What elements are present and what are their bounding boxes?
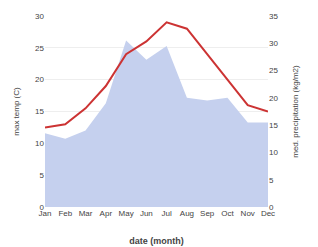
svg-text:5: 5 — [269, 176, 274, 185]
svg-text:Nov: Nov — [241, 209, 255, 218]
svg-text:Dec: Dec — [261, 209, 275, 218]
svg-text:15: 15 — [35, 107, 44, 116]
svg-text:0: 0 — [40, 203, 45, 212]
svg-text:0: 0 — [269, 203, 274, 212]
svg-text:max temp (C): max temp (C) — [12, 87, 21, 136]
svg-text:May: May — [119, 209, 134, 218]
svg-text:Jun: Jun — [140, 209, 153, 218]
svg-text:Feb: Feb — [58, 209, 72, 218]
svg-text:Oct: Oct — [221, 209, 234, 218]
svg-text:5: 5 — [40, 171, 45, 180]
svg-text:med. precipitation (kg/m2): med. precipitation (kg/m2) — [291, 65, 300, 158]
svg-text:10: 10 — [269, 148, 278, 157]
svg-text:35: 35 — [269, 12, 278, 21]
svg-text:Jan: Jan — [39, 209, 52, 218]
svg-text:15: 15 — [269, 121, 278, 130]
svg-text:20: 20 — [269, 94, 278, 103]
svg-text:30: 30 — [35, 12, 44, 21]
svg-text:25: 25 — [269, 66, 278, 75]
svg-text:Aug: Aug — [180, 209, 194, 218]
svg-text:Mar: Mar — [79, 209, 93, 218]
svg-text:Jul: Jul — [162, 209, 172, 218]
svg-text:20: 20 — [35, 75, 44, 84]
svg-text:25: 25 — [35, 44, 44, 53]
svg-text:10: 10 — [35, 139, 44, 148]
svg-text:Sep: Sep — [200, 209, 215, 218]
svg-text:Apr: Apr — [100, 209, 113, 218]
svg-text:date (month): date (month) — [129, 236, 184, 246]
svg-text:30: 30 — [269, 39, 278, 48]
